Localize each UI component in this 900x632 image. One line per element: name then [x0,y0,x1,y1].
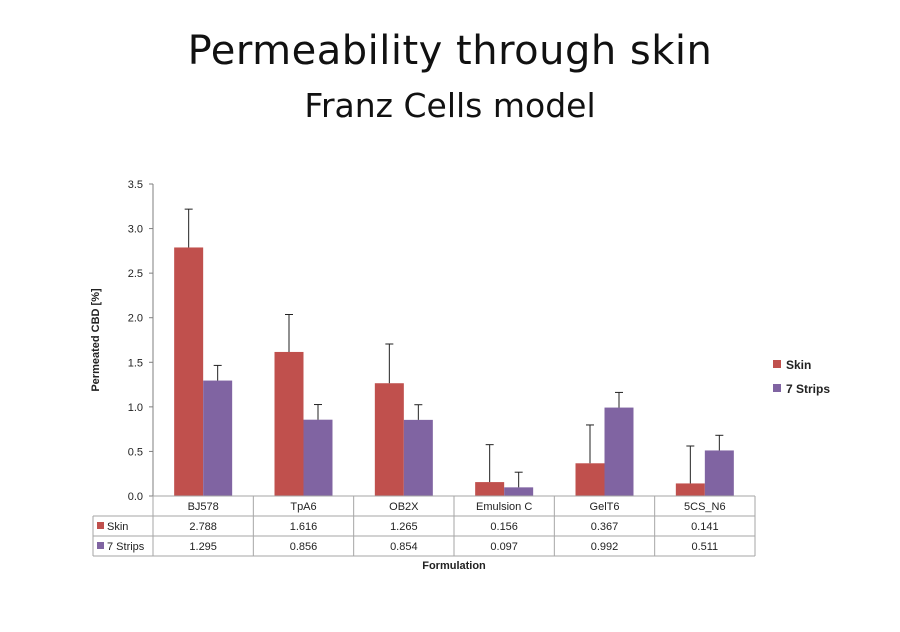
y-tick-label: 0.5 [128,446,143,458]
x-axis-title: Formulation [422,560,486,572]
bar-skin [374,383,404,496]
x-category-label: BJ578 [188,501,219,513]
bar-7-strips [604,407,634,496]
chart-subtitle: Franz Cells model [304,86,596,125]
table-cell-value: 1.616 [290,521,318,533]
table-row-label: 7 Strips [107,541,145,553]
x-category-label: Emulsion C [476,501,532,513]
table-legend-key [97,522,104,529]
x-category-label: TpA6 [290,501,316,513]
table-cell-value: 0.156 [490,521,518,533]
table-cell-value: 0.992 [591,541,619,553]
legend-swatch [773,360,781,368]
table-cell-value: 1.295 [189,541,217,553]
chart-title: Permeability through skin [187,28,713,74]
legend-label: Skin [786,358,811,372]
bar-skin [475,482,505,496]
table-cell-value: 0.856 [290,541,318,553]
bar-skin [575,463,605,496]
table-row-label: Skin [107,521,128,533]
x-category-label: GelT6 [590,501,620,513]
bar-skin [274,351,304,496]
table-legend-key [97,542,104,549]
table-cell-value: 0.097 [490,541,518,553]
y-tick-label: 0.0 [128,491,143,503]
bar-7-strips [704,450,734,496]
x-category-label: 5CS_N6 [684,501,726,513]
y-tick-label: 1.5 [128,357,143,369]
y-tick-label: 3.0 [128,224,143,236]
table-cell-value: 0.854 [390,541,418,553]
bar-7-strips [203,380,233,496]
bar-7-strips [303,419,333,496]
table-cell-value: 0.367 [591,521,619,533]
table-cell-value: 0.511 [691,541,718,553]
table-cell-value: 2.788 [189,521,217,533]
y-tick-label: 1.0 [128,402,143,414]
bar-skin [675,483,705,496]
y-tick-label: 2.0 [128,313,143,325]
legend-swatch [773,384,781,392]
y-tick-label: 2.5 [128,268,143,280]
bar-skin [174,247,204,496]
y-axis-title: Permeated CBD [%] [90,288,102,392]
x-category-label: OB2X [389,501,419,513]
bar-7-strips [504,487,534,496]
bar-7-strips [403,419,433,496]
table-cell-value: 1.265 [390,521,418,533]
table-cell-value: 0.141 [691,521,719,533]
legend-label: 7 Strips [786,382,830,396]
y-tick-label: 3.5 [128,179,143,191]
